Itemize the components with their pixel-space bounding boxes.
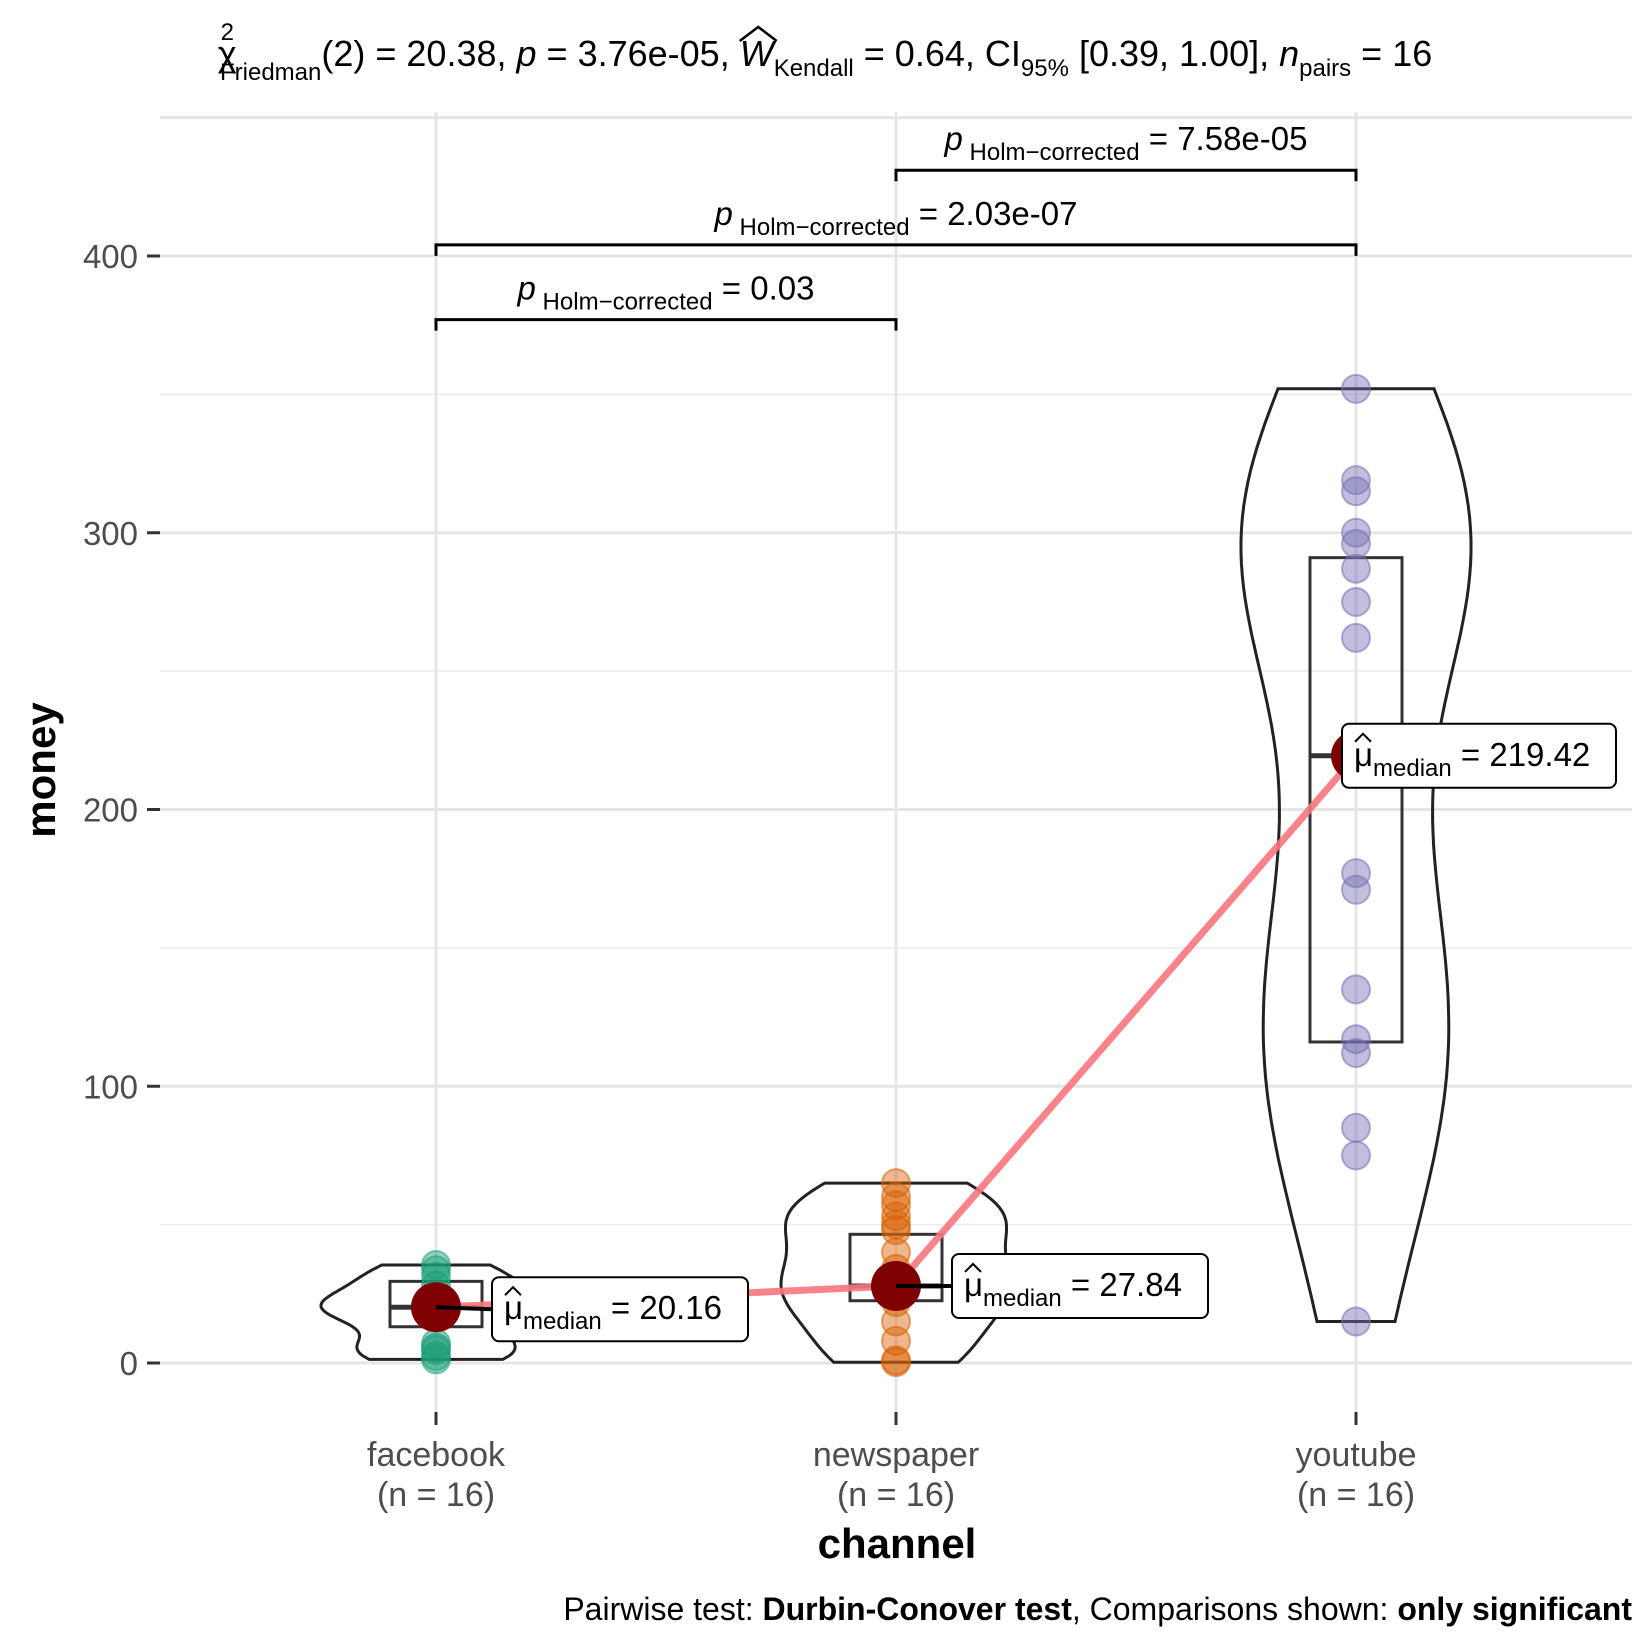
chart-caption: Pairwise test: Durbin-Conover test, Comp…	[563, 1591, 1632, 1627]
pairwise-bracket-line	[434, 243, 1358, 256]
data-point-youtube	[1341, 517, 1371, 548]
data-point-facebook	[421, 1328, 451, 1359]
y-tick-label: 0	[120, 1345, 138, 1382]
data-point-youtube	[1341, 1112, 1371, 1143]
median-label-box	[951, 1252, 1209, 1319]
data-point-youtube	[1341, 974, 1371, 1005]
median-label-text: μmedian = 219.42	[1354, 736, 1590, 782]
n-label: n	[1279, 33, 1299, 74]
x-tick-count: (n = 16)	[377, 1476, 495, 1514]
median-label-box	[1341, 722, 1617, 789]
caption-prefix: Pairwise test:	[563, 1591, 762, 1627]
data-point-youtube	[1341, 1024, 1371, 1055]
p-label: p	[516, 33, 537, 74]
pairwise-label: p Holm−corrected = 7.58e-05	[944, 120, 1308, 166]
pairwise-bracket: p Holm−corrected = 7.58e-05	[894, 120, 1358, 182]
y-tick-label: 400	[83, 238, 138, 275]
stat-superscript: 2	[221, 19, 234, 46]
median-label-box	[491, 1276, 749, 1343]
n-subscript: pairs	[1299, 55, 1351, 82]
data-point-youtube	[1341, 1140, 1371, 1171]
x-tick-label: newspaper	[813, 1436, 979, 1474]
data-point-youtube	[1341, 874, 1371, 905]
caption-middle: , Comparisons shown:	[1072, 1591, 1397, 1627]
x-tick-count: (n = 16)	[1297, 1476, 1415, 1514]
y-tick-label: 100	[83, 1068, 138, 1105]
median-hat-icon	[1354, 732, 1372, 743]
ci-subscript: 95%	[1021, 55, 1069, 82]
pairwise-bracket: p Holm−corrected = 0.03	[434, 270, 898, 331]
pairwise-label: p Holm−corrected = 2.03e-07	[714, 195, 1078, 241]
chart-subtitle: χ2 Friedman(2) = 20.38, p = 3.76e-05, WKe…	[218, 19, 1433, 86]
pairwise-comparisons: p Holm−corrected = 0.03 p Holm−corrected …	[434, 120, 1358, 331]
stat-value: 20.38	[406, 33, 496, 74]
violin-youtube	[1239, 387, 1473, 1323]
n-value: 16	[1392, 33, 1432, 74]
pairwise-bracket: p Holm−corrected = 2.03e-07	[434, 195, 1358, 256]
data-point-youtube	[1341, 586, 1371, 617]
caption-shown: only significant	[1397, 1591, 1632, 1627]
ci-value: [0.39, 1.00]	[1079, 33, 1259, 74]
p-value: 3.76e-05	[578, 33, 720, 74]
pairwise-bracket-line	[894, 168, 1358, 182]
effsize-symbol: W	[740, 33, 777, 74]
median-label-text: μmedian = 27.84	[964, 1266, 1182, 1312]
data-point-youtube	[1341, 528, 1371, 559]
pairwise-label: p Holm−corrected = 0.03	[517, 270, 815, 316]
median-label-facebook: μmedian = 20.16	[435, 1276, 749, 1343]
stat-df: (2)	[321, 33, 365, 74]
effsize-hat-icon	[738, 25, 778, 42]
effsize-value: 0.64	[895, 33, 965, 74]
median-label-youtube: μmedian = 219.42	[1341, 722, 1617, 789]
data-point-facebook	[421, 1341, 451, 1372]
x-tick-label: facebook	[367, 1436, 506, 1474]
data-point-youtube	[1341, 373, 1371, 404]
median-labels: μmedian = 20.16 μmedian = 27.84 μmedian = …	[435, 722, 1617, 1343]
median-hat-icon	[964, 1262, 982, 1273]
data-point-youtube	[1341, 622, 1371, 653]
data-point-youtube	[1341, 858, 1371, 889]
stat-subscript: Friedman	[220, 59, 321, 86]
median-label-text: μmedian = 20.16	[504, 1289, 722, 1335]
median-label-newspaper: μmedian = 27.84	[896, 1252, 1209, 1319]
median-hat-icon	[504, 1285, 522, 1296]
median-label-leader	[435, 1305, 493, 1312]
data-point-newspaper	[881, 1190, 911, 1221]
ci-label: CI	[985, 33, 1021, 74]
data-point-youtube	[1341, 553, 1371, 584]
y-axis-title: money	[17, 702, 64, 838]
y-tick-label: 200	[83, 792, 138, 829]
data-point-newspaper	[881, 1168, 911, 1199]
effsize-subscript: Kendall	[774, 55, 854, 82]
x-tick-count: (n = 16)	[837, 1476, 955, 1514]
data-point-youtube	[1341, 1306, 1371, 1337]
x-axis-title: channel	[818, 1520, 977, 1567]
y-tick-label: 300	[83, 515, 138, 552]
data-point-facebook	[421, 1250, 451, 1281]
data-point-youtube	[1341, 465, 1371, 496]
pairwise-bracket-line	[434, 318, 898, 331]
stat-symbol: χ	[218, 33, 237, 74]
data-point-youtube	[1341, 476, 1371, 507]
caption-test: Durbin-Conover test	[763, 1591, 1073, 1627]
x-tick-label: youtube	[1296, 1436, 1417, 1474]
